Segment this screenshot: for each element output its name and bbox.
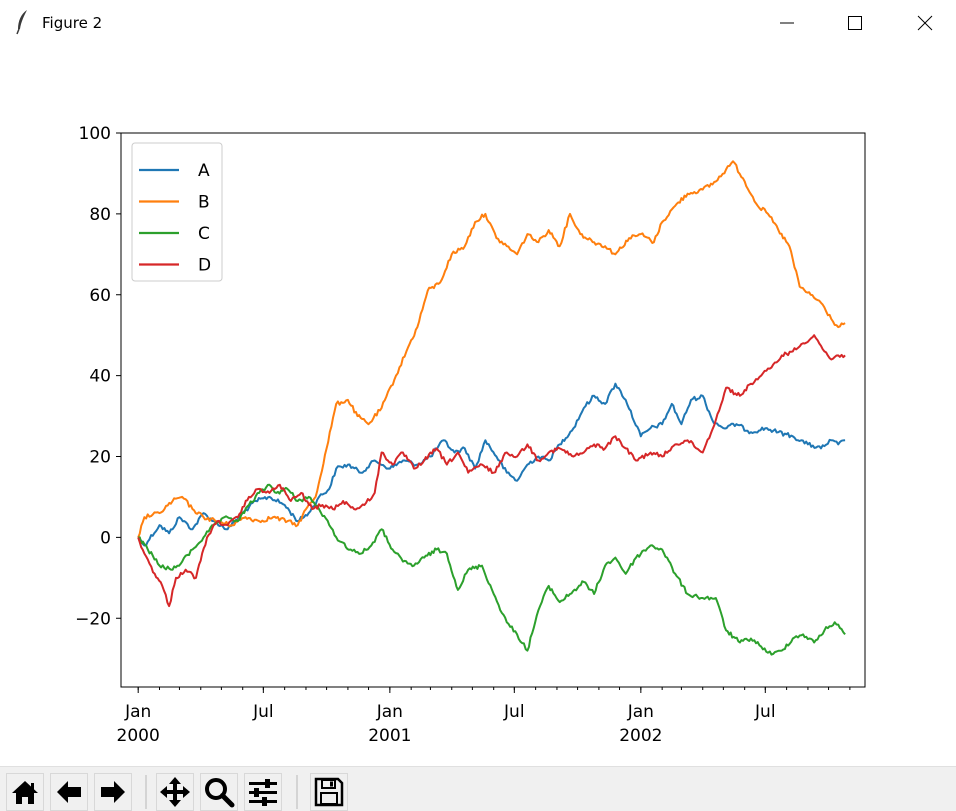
subplots-button[interactable]	[244, 773, 282, 811]
arrow-left-icon	[57, 781, 81, 803]
x-tick-year-label: 2002	[619, 726, 662, 746]
toolbar-separator	[145, 775, 147, 809]
floppy-icon	[314, 777, 344, 807]
y-tick-label: 80	[89, 205, 111, 225]
sliders-icon	[249, 779, 277, 806]
back-button[interactable]	[50, 773, 88, 811]
window-title: Figure 2	[42, 14, 103, 32]
series-layer	[137, 160, 846, 656]
figure-canvas[interactable]: 100 80 60 40 20 0 −20 Jan 2000 Jul Jan 2001 Jul Jan 2…	[0, 46, 956, 766]
zoom-button[interactable]	[200, 773, 238, 811]
y-tick-label: 0	[100, 528, 111, 548]
y-tick-label: 100	[79, 124, 111, 144]
close-icon	[917, 15, 933, 31]
y-tick-label: 60	[89, 286, 111, 306]
x-axis: Jan 2000 Jul Jan 2001 Jul Jan 2002 Jul	[117, 687, 851, 746]
legend-label-b: B	[198, 193, 210, 213]
close-button[interactable]	[902, 0, 948, 46]
series-line-c	[138, 483, 846, 656]
minimize-button[interactable]	[764, 0, 810, 46]
maximize-button[interactable]	[832, 0, 878, 46]
maximize-icon	[848, 16, 862, 30]
x-tick-label: Jul	[503, 702, 525, 722]
axes-frame	[120, 132, 866, 688]
x-tick-label: Jul	[252, 702, 274, 722]
series-line-a	[137, 382, 846, 547]
toolbar-separator	[296, 775, 298, 809]
save-button[interactable]	[310, 773, 348, 811]
x-tick-label: Jan	[627, 702, 654, 722]
navigation-toolbar	[0, 766, 956, 811]
y-axis: 100 80 60 40 20 0 −20	[75, 124, 121, 629]
line-chart: 100 80 60 40 20 0 −20 Jan 2000 Jul Jan 2001 Jul Jan 2…	[75, 124, 866, 746]
home-button[interactable]	[6, 773, 44, 811]
x-tick-year-label: 2001	[368, 726, 411, 746]
home-icon	[12, 781, 38, 804]
x-tick-label: Jan	[124, 702, 151, 722]
pan-button[interactable]	[156, 773, 194, 811]
feather-icon	[16, 10, 27, 35]
magnifier-icon	[205, 778, 235, 808]
y-tick-label: 20	[89, 448, 111, 468]
x-tick-label: Jul	[754, 702, 776, 722]
arrow-right-icon	[101, 781, 125, 803]
forward-button[interactable]	[94, 773, 132, 811]
x-tick-label: Jan	[376, 702, 403, 722]
legend-label-d: D	[198, 256, 211, 276]
y-tick-label: −20	[75, 609, 111, 629]
legend-box	[131, 142, 223, 282]
series-line-b	[137, 160, 846, 538]
move-icon	[160, 777, 190, 807]
x-tick-year-label: 2000	[117, 726, 160, 746]
minimize-icon	[780, 22, 794, 24]
legend-label-c: C	[198, 224, 210, 244]
series-line-d	[137, 334, 846, 608]
legend-label-a: A	[198, 161, 210, 181]
y-tick-label: 40	[89, 367, 111, 387]
window-titlebar: Figure 2	[0, 0, 956, 46]
